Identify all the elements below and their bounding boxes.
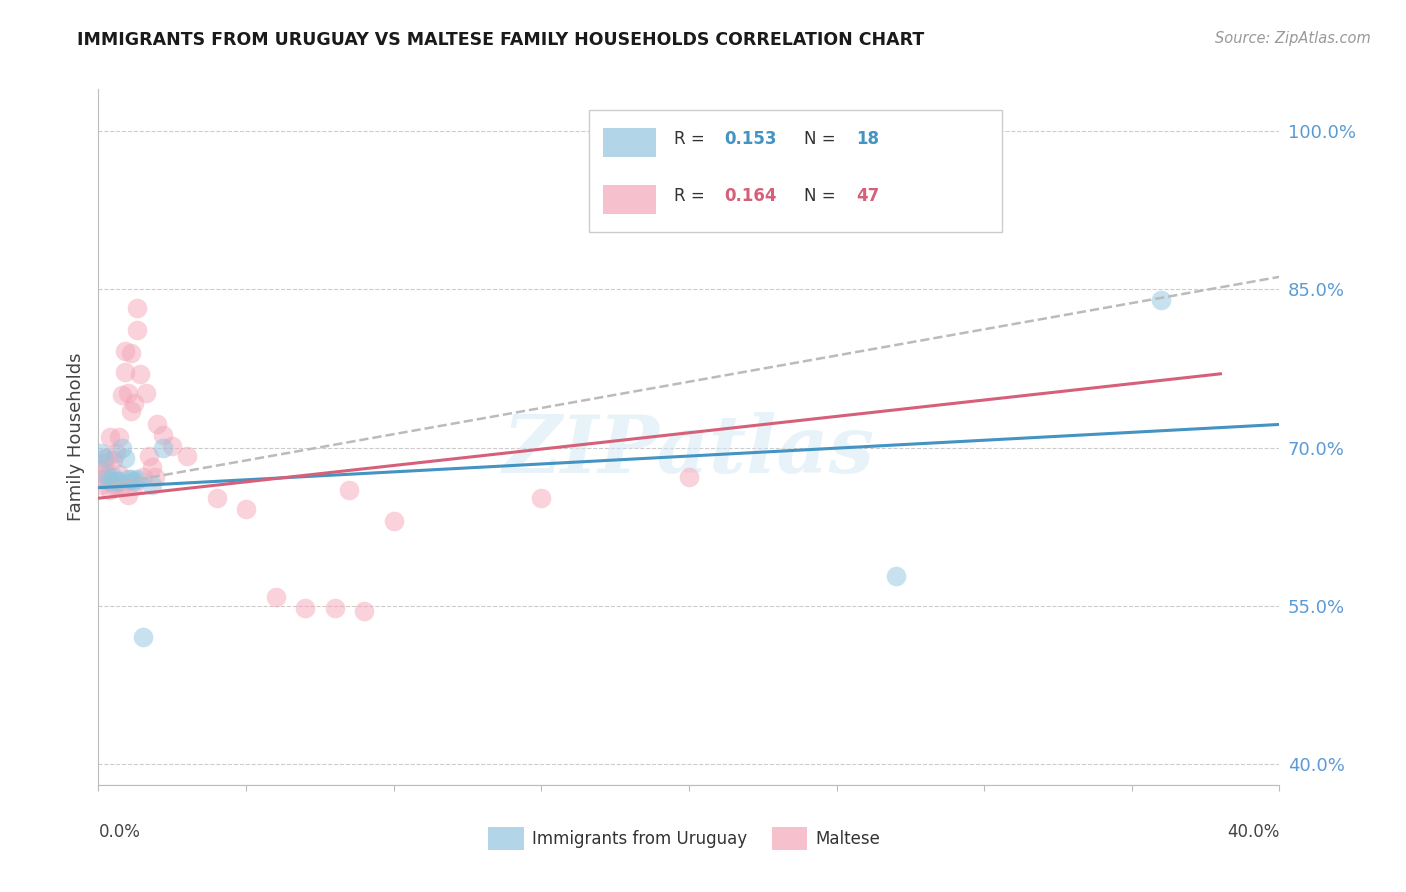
Point bbox=[98, 430, 121, 444]
Point bbox=[353, 604, 375, 618]
Point bbox=[1150, 293, 1173, 307]
Point bbox=[146, 417, 169, 432]
Point bbox=[117, 488, 139, 502]
Point bbox=[108, 430, 131, 444]
Point bbox=[103, 470, 125, 484]
Point bbox=[114, 365, 136, 379]
Point bbox=[111, 388, 134, 402]
Point bbox=[382, 515, 405, 529]
Point bbox=[114, 451, 136, 466]
Text: ZIPatlas: ZIPatlas bbox=[503, 412, 875, 490]
Point bbox=[162, 438, 183, 452]
Point bbox=[132, 470, 155, 484]
Bar bbox=[772, 828, 807, 850]
Point bbox=[111, 477, 134, 491]
Point bbox=[90, 477, 112, 491]
Point bbox=[132, 631, 155, 645]
Point bbox=[122, 396, 145, 410]
Point bbox=[90, 461, 112, 475]
Point bbox=[105, 477, 128, 491]
Point bbox=[98, 475, 121, 489]
Point bbox=[530, 491, 553, 506]
Point bbox=[143, 470, 166, 484]
Point bbox=[323, 600, 346, 615]
Point bbox=[96, 451, 118, 466]
Text: 18: 18 bbox=[856, 130, 880, 148]
Point bbox=[105, 475, 128, 489]
Point bbox=[96, 470, 118, 484]
Point bbox=[205, 491, 228, 506]
Point bbox=[128, 367, 150, 381]
Point bbox=[141, 459, 163, 474]
Point bbox=[117, 472, 139, 486]
Text: 40.0%: 40.0% bbox=[1227, 823, 1279, 841]
Text: Immigrants from Uruguay: Immigrants from Uruguay bbox=[531, 830, 747, 847]
Point bbox=[235, 501, 257, 516]
Point bbox=[122, 477, 145, 491]
Point bbox=[103, 477, 125, 491]
Point bbox=[138, 449, 160, 463]
Point bbox=[96, 467, 118, 481]
Point bbox=[103, 453, 125, 467]
Point bbox=[93, 457, 115, 471]
Point bbox=[108, 467, 131, 481]
Point bbox=[125, 472, 148, 486]
FancyBboxPatch shape bbox=[589, 110, 1002, 232]
Point bbox=[122, 475, 145, 489]
Point bbox=[111, 441, 134, 455]
Text: N =: N = bbox=[803, 187, 841, 205]
Text: N =: N = bbox=[803, 130, 841, 148]
Point bbox=[120, 472, 142, 486]
Point bbox=[125, 322, 148, 336]
Text: 47: 47 bbox=[856, 187, 880, 205]
Bar bbox=[603, 128, 655, 157]
Bar bbox=[603, 186, 655, 214]
Point bbox=[176, 449, 198, 463]
Text: Maltese: Maltese bbox=[815, 830, 880, 847]
Point bbox=[152, 428, 174, 442]
Point bbox=[141, 477, 163, 491]
Point bbox=[93, 451, 115, 466]
Point bbox=[105, 446, 128, 460]
Point bbox=[120, 345, 142, 359]
Point bbox=[117, 385, 139, 400]
Text: R =: R = bbox=[673, 130, 710, 148]
Point bbox=[108, 475, 131, 489]
Text: IMMIGRANTS FROM URUGUAY VS MALTESE FAMILY HOUSEHOLDS CORRELATION CHART: IMMIGRANTS FROM URUGUAY VS MALTESE FAMIL… bbox=[77, 31, 925, 49]
Point bbox=[93, 472, 115, 486]
Point bbox=[120, 403, 142, 417]
Y-axis label: Family Households: Family Households bbox=[66, 353, 84, 521]
Point bbox=[114, 343, 136, 358]
Point bbox=[884, 569, 907, 583]
Point bbox=[125, 301, 148, 316]
Text: 0.0%: 0.0% bbox=[98, 823, 141, 841]
Point bbox=[152, 441, 174, 455]
Point bbox=[264, 591, 287, 605]
Point bbox=[294, 600, 316, 615]
Text: 0.153: 0.153 bbox=[724, 130, 778, 148]
Point bbox=[678, 470, 700, 484]
Text: 0.164: 0.164 bbox=[724, 187, 778, 205]
Point bbox=[90, 446, 112, 460]
Text: Source: ZipAtlas.com: Source: ZipAtlas.com bbox=[1215, 31, 1371, 46]
Bar bbox=[488, 828, 523, 850]
Text: R =: R = bbox=[673, 187, 710, 205]
Point bbox=[135, 385, 157, 400]
Point bbox=[339, 483, 361, 497]
Point bbox=[98, 483, 121, 497]
